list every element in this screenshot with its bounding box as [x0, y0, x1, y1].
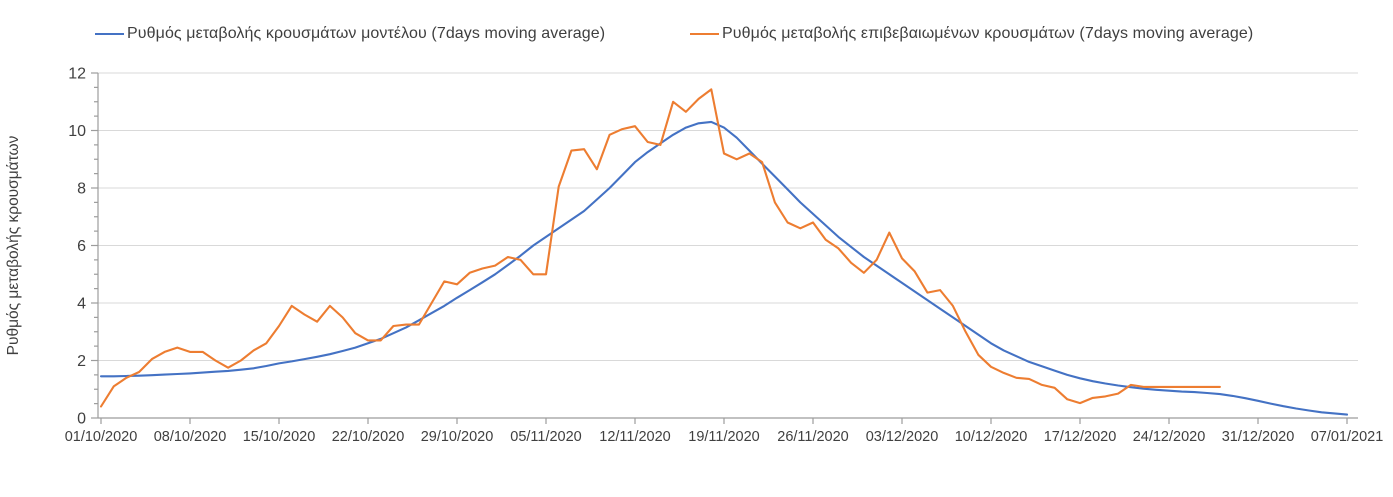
x-tick-label: 22/10/2020	[332, 429, 405, 445]
x-tick-label: 17/12/2020	[1044, 429, 1117, 445]
x-tick-label: 12/11/2020	[599, 429, 671, 445]
legend-label-confirmed: Ρυθμός μεταβολής επιβεβαιωμένων κρουσμάτ…	[722, 25, 1254, 42]
y-tick-label: 0	[77, 411, 86, 428]
legend-item-model: Ρυθμός μεταβολής κρουσμάτων μοντέλου (7d…	[95, 24, 605, 44]
x-tick-label: 26/11/2020	[777, 429, 849, 445]
y-tick-label: 10	[68, 123, 86, 140]
x-tick-label: 08/10/2020	[154, 429, 227, 445]
y-tick-label: 2	[77, 353, 86, 370]
legend-label-model: Ρυθμός μεταβολής κρουσμάτων μοντέλου (7d…	[127, 25, 606, 42]
x-tick-label: 24/12/2020	[1133, 429, 1206, 445]
x-tick-label: 07/01/2021	[1311, 429, 1384, 445]
y-tick-label: 4	[77, 296, 86, 313]
legend-line-marker-model	[95, 33, 124, 35]
y-axis-title: Ρυθμός μεταβολής κρουσμάτων	[5, 135, 22, 355]
series-line-model	[99, 120, 1349, 416]
x-tick-label: 10/12/2020	[955, 429, 1028, 445]
legend-line-marker-confirmed	[690, 33, 719, 35]
series-line-confirmed	[99, 88, 1221, 408]
legend-item-confirmed: Ρυθμός μεταβολής επιβεβαιωμένων κρουσμάτ…	[690, 24, 1253, 44]
x-tick-label: 31/12/2020	[1222, 429, 1295, 445]
y-tick-label: 8	[77, 181, 86, 198]
x-tick-label: 01/10/2020	[65, 429, 138, 445]
x-tick-label: 19/11/2020	[688, 429, 760, 445]
y-tick-label: 6	[77, 238, 86, 255]
chart-legend: Ρυθμός μεταβολής κρουσμάτων μοντέλου (7d…	[0, 24, 1393, 44]
x-tick-label: 05/11/2020	[510, 429, 582, 445]
x-tick-label: 03/12/2020	[866, 429, 939, 445]
x-tick-label: 15/10/2020	[243, 429, 316, 445]
y-tick-label: 12	[68, 66, 86, 83]
x-tick-label: 29/10/2020	[421, 429, 494, 445]
